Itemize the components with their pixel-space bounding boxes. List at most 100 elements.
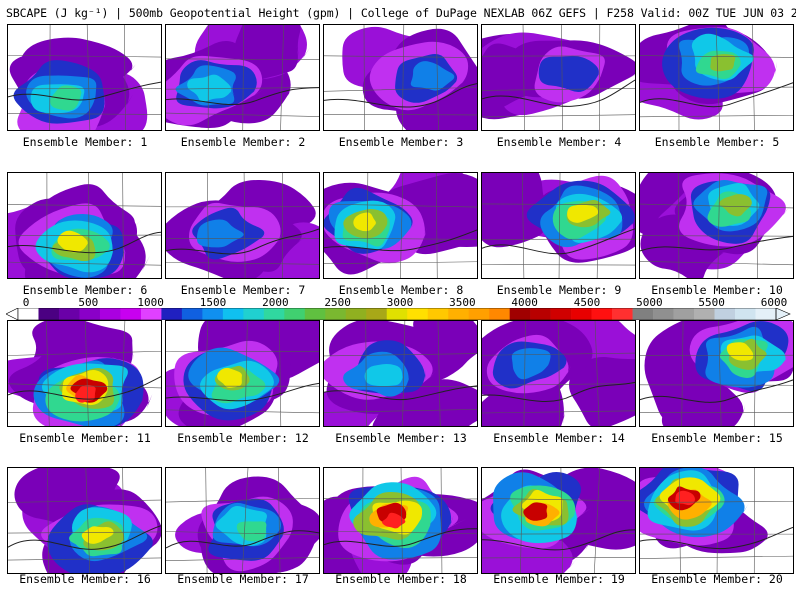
member-label: Ensemble Member: 8 [338,283,464,297]
cape-region [50,85,82,111]
colorbar-swatch [304,308,326,320]
cape-region [710,54,736,72]
colorbar-swatch [386,308,408,320]
coastline [8,376,161,400]
cape-region [511,348,551,380]
state-borders [324,25,477,130]
coastline [640,235,793,252]
colorbar-swatch [161,308,183,320]
colorbar-swatch [222,308,244,320]
cape-region [364,364,403,387]
coastline [482,381,635,403]
colorbar-swatch [653,308,674,320]
colorbar-swatch [550,308,572,320]
cape-field [324,173,477,278]
member-map-17 [165,467,320,574]
cape-region [523,502,548,521]
member-map-14 [481,320,636,427]
member-label: Ensemble Member: 9 [496,283,622,297]
coastline [482,529,635,551]
cape-field [8,173,161,278]
member-map-8 [323,172,478,279]
state-borders [166,321,319,426]
member-label: Ensemble Member: 11 [19,431,151,445]
cape-region [726,342,754,361]
state-borders [166,173,319,278]
cape-field [640,468,793,573]
cape-field [640,25,793,130]
cape-region [482,173,549,248]
member-label: Ensemble Member: 6 [22,283,148,297]
member-map-3 [323,24,478,131]
member-label: Ensemble Member: 10 [651,283,783,297]
colorbar-swatch [325,308,347,320]
colorbar-swatch [427,308,449,320]
colorbar-swatch [735,308,756,320]
chart-title: SBCAPE (J kg⁻¹) | 500mb Geopotential Hei… [6,6,796,20]
member-map-20 [639,467,794,574]
coastline [482,79,635,107]
colorbar-swatch [571,308,592,320]
colorbar-swatch [591,308,613,320]
colorbar-swatch [79,308,101,320]
colorbar-swatch [489,308,510,320]
member-map-19 [481,467,636,574]
colorbar-tick-label: 2000 [262,296,289,309]
member-map-12 [165,320,320,427]
colorbar-swatch [632,308,654,320]
member-label: Ensemble Member: 18 [335,572,467,586]
coastline [166,228,319,255]
member-map-4 [481,24,636,131]
coastline [8,81,161,101]
colorbar-tick-label: 500 [78,296,99,309]
colorbar-swatch [345,308,367,320]
colorbar-swatch [202,308,224,320]
colorbar-tick-label: 1000 [137,296,164,309]
colorbar-swatch [366,308,388,320]
member-label: Ensemble Member: 1 [22,135,148,149]
colorbar-swatch [530,308,551,320]
state-borders [8,173,161,278]
colorbar-swatch [714,308,736,320]
member-label: Ensemble Member: 15 [651,431,783,445]
coastline [324,83,477,108]
colorbar-tick-label: 4500 [573,296,601,309]
coastline [640,526,793,550]
colorbar-swatch [407,308,429,320]
member-map-11 [7,320,162,427]
coastline [640,379,793,403]
cape-region [569,357,635,426]
colorbar-swatch [263,308,285,320]
member-label: Ensemble Member: 17 [177,572,309,586]
cape-region [217,367,243,388]
colorbar-swatch [448,308,470,320]
coastline [640,82,793,108]
cape-field [482,321,635,426]
coastline [8,525,161,550]
member-map-1 [7,24,162,131]
state-borders [482,321,635,426]
colorbar-max-arrow [775,308,791,320]
colorbar-swatch [755,308,777,320]
colorbar-swatch [612,308,633,320]
cape-field [324,25,477,130]
coastline [166,530,319,549]
colorbar-swatch [58,308,80,320]
cape-field [324,321,477,426]
colorbar-tick-label: 3500 [449,296,476,309]
colorbar-swatch [243,308,265,320]
colorbar-swatch [284,308,306,320]
state-borders [324,468,477,573]
colorbar-swatch [38,308,60,320]
cape-field [8,468,161,573]
colorbar-swatch [673,308,695,320]
colorbar-tick-label: 1500 [199,296,227,309]
member-map-18 [323,467,478,574]
cape-field [482,25,635,130]
state-borders [482,25,635,130]
colorbar-swatch [18,308,39,320]
state-borders [8,468,161,573]
state-borders [8,25,161,130]
colorbar-swatch [694,308,715,320]
member-map-5 [639,24,794,131]
